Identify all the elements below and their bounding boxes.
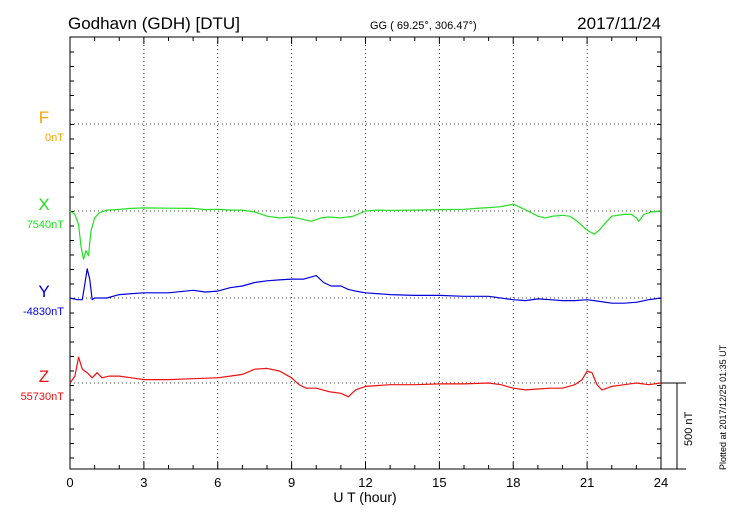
component-label-f: F <box>39 108 49 127</box>
series-line-z <box>69 356 662 398</box>
grid-lines <box>70 37 661 469</box>
series-x: X 7540nT <box>27 195 662 260</box>
x-ticks: 0 3 6 9 12 15 18 21 24 <box>66 37 668 490</box>
plot-date: 2017/11/24 <box>577 14 661 33</box>
series-layer: F 0nT X 7540nT Y -4830nT Z 55730nT <box>21 108 662 403</box>
baseline-label-y: -4830nT <box>23 306 64 318</box>
x-tick-label: 0 <box>66 475 73 490</box>
x-tick-label: 15 <box>432 475 446 490</box>
x-tick-label: 21 <box>580 475 594 490</box>
scale-bar <box>661 382 686 470</box>
scale-bar-label: 500 nT <box>683 411 695 446</box>
station-coordinates: GG ( 69.25°, 306.47°) <box>370 20 477 32</box>
component-label-x: X <box>38 195 49 214</box>
x-tick-label: 24 <box>654 475 668 490</box>
series-f: F 0nT <box>39 108 64 144</box>
series-line-x <box>69 203 662 260</box>
x-tick-label: 9 <box>288 475 295 490</box>
series-line-y <box>69 268 662 304</box>
series-z: Z 55730nT <box>21 356 662 403</box>
x-tick-label: 18 <box>506 475 520 490</box>
series-y: Y -4830nT <box>23 268 662 318</box>
x-tick-label: 12 <box>358 475 372 490</box>
baseline-label-z: 55730nT <box>21 391 65 403</box>
baseline-label-f: 0nT <box>45 132 64 144</box>
component-label-y: Y <box>38 282 49 301</box>
baseline-label-x: 7540nT <box>27 219 65 231</box>
x-tick-label: 3 <box>140 475 147 490</box>
station-title: Godhavn (GDH) [DTU] <box>68 14 240 33</box>
plotted-timestamp: Plotted at 2017/12/25 01:35 UT <box>718 344 728 470</box>
component-label-z: Z <box>39 367 49 386</box>
x-tick-label: 6 <box>214 475 221 490</box>
x-axis-label: U T (hour) <box>333 489 396 505</box>
